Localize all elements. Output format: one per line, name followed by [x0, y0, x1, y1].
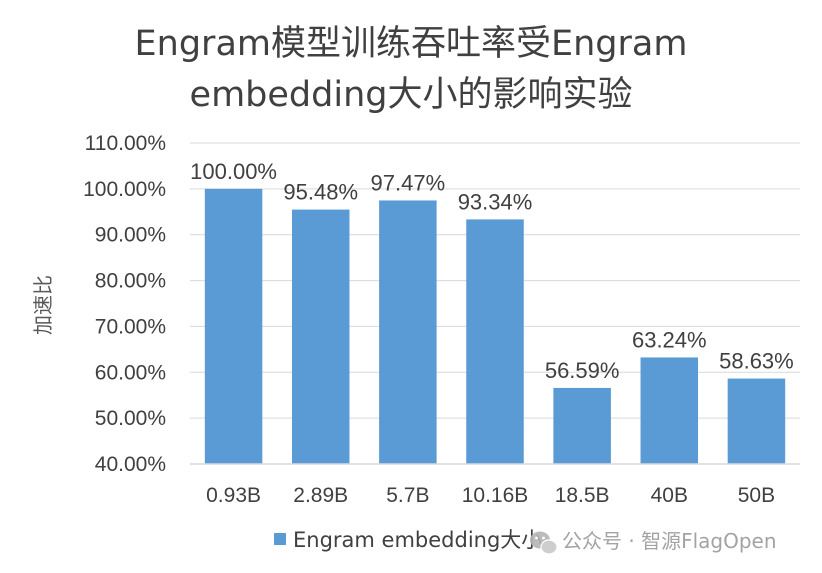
data-label: 56.59%	[545, 358, 620, 383]
bar	[640, 357, 699, 464]
bar	[553, 387, 611, 464]
chart-title-line-1: Engram模型训练吞吐率受Engram	[135, 24, 688, 64]
y-tick-label: 80.00%	[95, 270, 166, 293]
bar	[204, 188, 263, 464]
bar	[727, 378, 786, 464]
chart-title-line-2: embedding大小的影响实验	[190, 75, 633, 115]
data-label: 95.48%	[283, 180, 358, 205]
y-tick-label: 50.00%	[95, 407, 166, 430]
legend-swatch	[274, 533, 286, 545]
x-tick-label: 5.7B	[386, 484, 429, 507]
bars	[204, 188, 786, 465]
y-axis-title: 加速比	[31, 275, 55, 335]
data-label: 93.34%	[458, 189, 533, 214]
bar	[466, 219, 524, 464]
y-tick-label: 110.00%	[85, 132, 166, 155]
bar	[379, 200, 437, 465]
y-tick-label: 40.00%	[95, 453, 166, 476]
wechat-icon	[530, 531, 558, 555]
legend: Engram embedding大小	[274, 528, 542, 552]
data-label: 100.00%	[190, 159, 277, 184]
legend-label: Engram embedding大小	[293, 528, 542, 552]
watermark: 公众号 · 智源FlagOpen	[530, 529, 777, 555]
data-label: 63.24%	[632, 327, 707, 352]
chart-title: Engram模型训练吞吐率受Engram embedding大小的影响实验	[135, 24, 688, 115]
x-tick-label: 2.89B	[293, 484, 348, 507]
x-tick-label: 40B	[651, 484, 688, 507]
y-tick-label: 90.00%	[95, 224, 166, 247]
x-tick-label: 0.93B	[206, 484, 261, 507]
y-tick-label: 70.00%	[95, 315, 166, 338]
data-labels: 100.00%95.48% 97.47% 93.34% 56.59% 63.24% 58.…	[190, 159, 794, 383]
y-axis-tick-labels: 40.00% 50.00% 60.00% 70.00% 80.00% 90.00% 100.…	[83, 132, 166, 476]
watermark-text: 公众号 · 智源FlagOpen	[562, 529, 777, 553]
x-axis-tick-labels: 0.93B 2.89B 5.7B 10.16B 18.5B 40B 50B	[206, 484, 775, 507]
bar	[291, 209, 350, 464]
x-tick-label: 50B	[738, 484, 775, 507]
data-label: 58.63%	[719, 349, 794, 374]
y-tick-label: 60.00%	[95, 361, 166, 384]
x-tick-label: 10.16B	[462, 484, 529, 507]
x-tick-label: 18.5B	[555, 484, 610, 507]
y-tick-label: 100.00%	[83, 178, 166, 201]
data-label: 97.47%	[371, 170, 446, 195]
